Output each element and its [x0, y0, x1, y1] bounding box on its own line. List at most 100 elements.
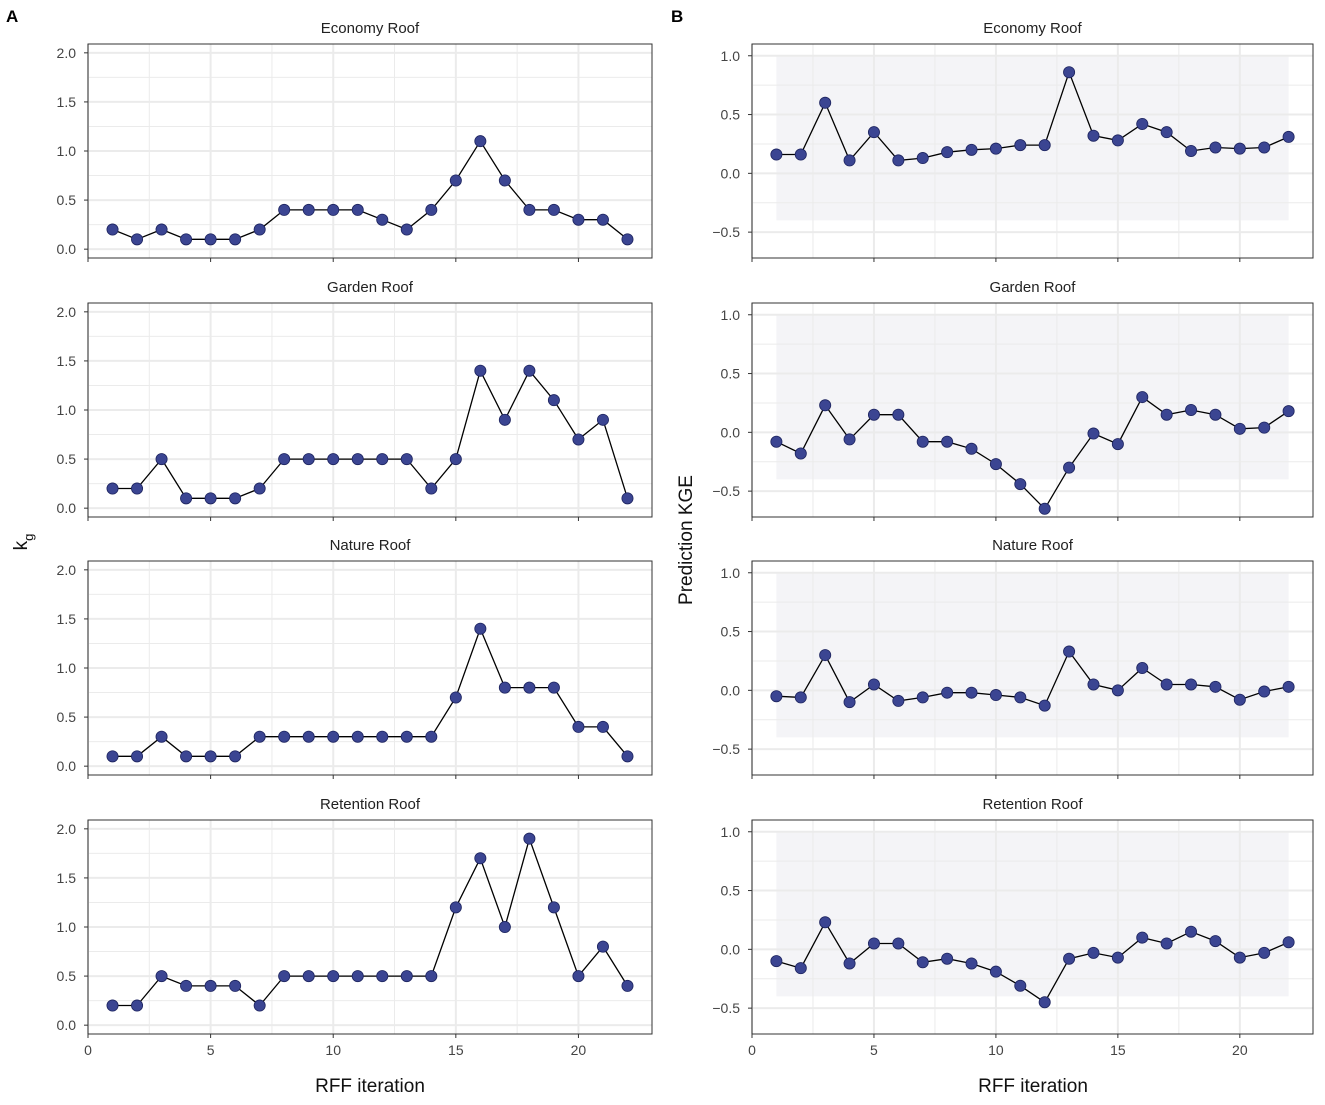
data-point [1258, 141, 1271, 154]
data-point [916, 956, 929, 969]
data-point [596, 413, 609, 426]
data-point [351, 453, 364, 466]
y-tick-label: 1.0 [721, 565, 741, 581]
data-point [474, 364, 487, 377]
data-point [523, 832, 536, 845]
data-point [302, 730, 315, 743]
data-point [400, 223, 413, 236]
data-point [547, 901, 560, 914]
panel-a-garden-roof: Garden Roof 0.0 0.5 1.0 1.5 2.0 [57, 279, 653, 521]
data-point [770, 435, 783, 448]
data-point [302, 203, 315, 216]
data-point [819, 399, 832, 412]
data-point [1136, 391, 1149, 404]
data-point [253, 999, 266, 1012]
data-point [1038, 996, 1051, 1009]
data-point [892, 408, 905, 421]
data-point [180, 750, 193, 763]
data-point [794, 691, 807, 704]
data-point [1014, 478, 1027, 491]
data-point [941, 146, 954, 159]
data-point [794, 962, 807, 975]
data-point [1282, 405, 1295, 418]
data-point [819, 96, 832, 109]
panel-b-nature-roof: Nature Roof −0.5 0.0 0.5 1.0 [712, 537, 1314, 779]
y-tick-label: 0.0 [57, 241, 77, 257]
data-point [916, 152, 929, 165]
data-point [572, 970, 585, 983]
y-axis-title-left: kg [11, 534, 36, 551]
panel-border [751, 302, 1314, 518]
data-point [1038, 502, 1051, 515]
data-point [1233, 951, 1246, 964]
svg-text:kg: kg [11, 534, 36, 551]
data-point [916, 435, 929, 448]
data-point [1185, 678, 1198, 691]
data-point [400, 730, 413, 743]
data-point [572, 433, 585, 446]
y-tick-label: 0.5 [721, 624, 741, 640]
y-tick-label: 0.5 [721, 883, 741, 899]
x-tick-label: 5 [870, 1042, 878, 1058]
y-tick-label: 1.5 [57, 353, 77, 369]
data-point [1185, 403, 1198, 416]
data-point [474, 852, 487, 865]
data-point [1087, 427, 1100, 440]
data-point [843, 696, 856, 709]
data-point [843, 154, 856, 167]
data-point [1038, 699, 1051, 712]
data-point [621, 492, 634, 505]
data-point [1014, 691, 1027, 704]
panel-a-nature-roof: Nature Roof 0.0 0.5 1.0 1.5 2.0 [57, 537, 653, 779]
data-point [1063, 645, 1076, 658]
panel-title: Garden Roof [327, 279, 414, 296]
data-point [327, 453, 340, 466]
data-point [155, 223, 168, 236]
panel-title: Nature Roof [992, 537, 1074, 554]
data-point [1136, 662, 1149, 675]
data-point [1282, 936, 1295, 949]
data-point [474, 622, 487, 635]
data-point [794, 447, 807, 460]
data-point [253, 223, 266, 236]
data-point [770, 690, 783, 703]
data-point [1160, 937, 1173, 950]
x-tick-label: 20 [571, 1042, 587, 1058]
data-point [449, 453, 462, 466]
series-line [112, 836, 629, 1007]
data-point [327, 203, 340, 216]
x-tick-label: 10 [988, 1042, 1004, 1058]
x-tick-label: 15 [1110, 1042, 1126, 1058]
shaded-band [776, 831, 1289, 997]
data-point [1087, 946, 1100, 959]
panel-label-a: A [6, 7, 18, 26]
y-tick-label: 0.5 [57, 968, 77, 984]
data-point [892, 937, 905, 950]
series-line [112, 626, 628, 757]
data-point [1233, 422, 1246, 435]
y-tick-label: 2.0 [57, 562, 77, 578]
data-point [1258, 946, 1271, 959]
y-tick-label: 0.0 [57, 1017, 77, 1033]
data-point [155, 453, 168, 466]
series-line [112, 139, 628, 240]
data-point [892, 154, 905, 167]
data-point [1209, 408, 1222, 421]
data-point [1258, 685, 1271, 698]
data-point [449, 901, 462, 914]
panel-title: Economy Roof [983, 20, 1082, 37]
data-point [498, 413, 511, 426]
data-point [1160, 408, 1173, 421]
data-point [1233, 142, 1246, 155]
data-point [1209, 680, 1222, 693]
panel-border [751, 819, 1314, 1035]
y-tick-label: −0.5 [712, 224, 740, 240]
data-point [916, 691, 929, 704]
data-point [278, 730, 291, 743]
data-point [278, 970, 291, 983]
data-point [204, 979, 217, 992]
data-point [425, 203, 438, 216]
panel-title: Nature Roof [330, 537, 412, 554]
panel-border [751, 43, 1314, 259]
data-point [1087, 678, 1100, 691]
